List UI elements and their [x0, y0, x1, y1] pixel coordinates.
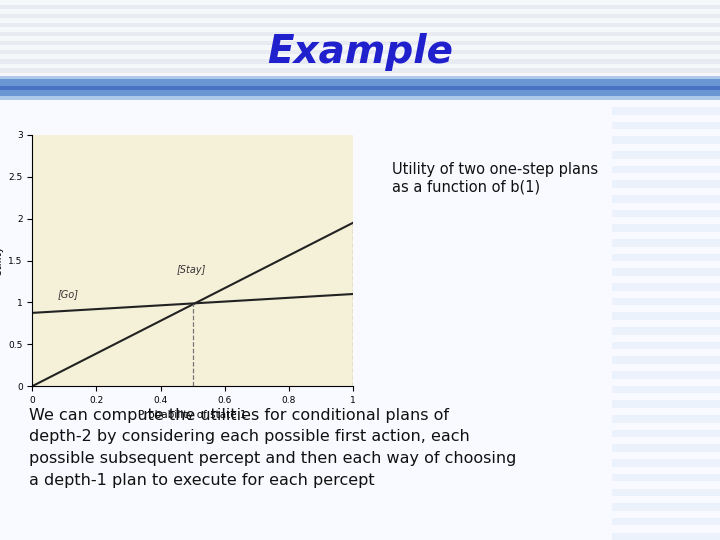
Bar: [0, 90, 720, 96]
Bar: [612, 386, 720, 393]
Bar: [0, 18, 720, 23]
Bar: [0, 79, 720, 86]
Bar: [612, 268, 720, 276]
Bar: [0, 86, 720, 91]
Bar: [0, 59, 720, 64]
Bar: [0, 32, 720, 36]
Bar: [612, 210, 720, 217]
Bar: [0, 14, 720, 18]
Bar: [612, 298, 720, 305]
Text: [Go]: [Go]: [58, 289, 79, 299]
Bar: [612, 489, 720, 496]
Bar: [612, 327, 720, 335]
Bar: [0, 68, 720, 73]
Bar: [0, 41, 720, 45]
Text: [Stay]: [Stay]: [176, 265, 206, 275]
Bar: [612, 254, 720, 261]
Bar: [0, 27, 720, 32]
Bar: [612, 166, 720, 173]
Text: We can compute the utilities for conditional plans of
depth-2 by considering eac: We can compute the utilities for conditi…: [29, 408, 516, 488]
Bar: [612, 283, 720, 291]
Text: Utility of two one-step plans
as a function of b(1): Utility of two one-step plans as a funct…: [392, 162, 598, 194]
Bar: [612, 313, 720, 320]
Bar: [0, 36, 720, 41]
Bar: [612, 356, 720, 364]
Bar: [0, 0, 720, 4]
X-axis label: Probability of state 1: Probability of state 1: [138, 410, 247, 420]
Bar: [0, 64, 720, 68]
Bar: [612, 474, 720, 481]
Bar: [612, 430, 720, 437]
Y-axis label: Utility: Utility: [0, 245, 3, 276]
Bar: [0, 96, 720, 100]
Text: Example: Example: [267, 33, 453, 71]
Bar: [0, 91, 720, 96]
Bar: [612, 532, 720, 540]
Bar: [612, 137, 720, 144]
Bar: [612, 518, 720, 525]
Bar: [612, 342, 720, 349]
Bar: [0, 55, 720, 59]
Bar: [612, 415, 720, 423]
Bar: [612, 151, 720, 159]
Bar: [612, 503, 720, 511]
Bar: [612, 225, 720, 232]
Bar: [612, 239, 720, 247]
Bar: [0, 77, 720, 82]
Bar: [612, 371, 720, 379]
Bar: [0, 23, 720, 27]
Bar: [0, 86, 720, 90]
Bar: [0, 45, 720, 50]
Bar: [612, 459, 720, 467]
Bar: [612, 401, 720, 408]
Bar: [0, 82, 720, 86]
Bar: [0, 76, 720, 79]
Bar: [0, 73, 720, 77]
Bar: [612, 107, 720, 114]
Bar: [0, 50, 720, 55]
Bar: [612, 122, 720, 129]
Bar: [0, 9, 720, 14]
Bar: [612, 180, 720, 188]
Bar: [0, 4, 720, 9]
Bar: [0, 96, 720, 100]
Bar: [612, 444, 720, 452]
Bar: [612, 195, 720, 202]
